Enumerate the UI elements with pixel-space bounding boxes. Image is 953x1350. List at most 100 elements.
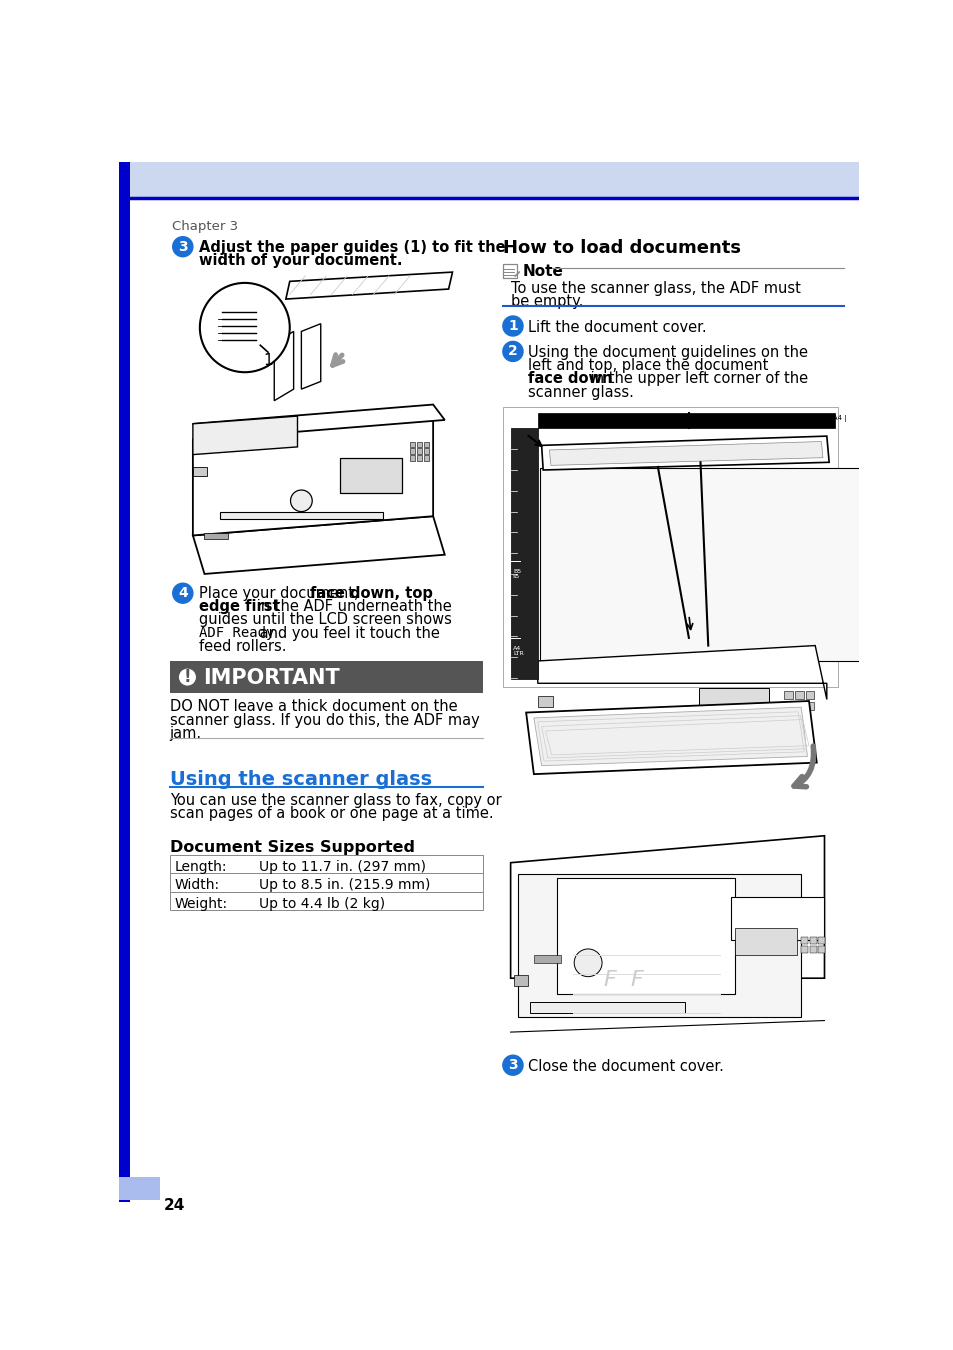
Text: 3: 3 [178, 240, 188, 254]
Bar [510, 428, 537, 679]
Bar [809, 937, 816, 944]
Circle shape [291, 490, 312, 512]
Text: and you feel it touch the: and you feel it touch the [254, 625, 439, 640]
Circle shape [199, 284, 290, 373]
Bar [794, 691, 802, 699]
Text: scanner glass.: scanner glass. [528, 385, 634, 400]
Polygon shape [541, 436, 828, 470]
Text: face down: face down [528, 371, 613, 386]
Polygon shape [274, 331, 294, 401]
Text: Up to 11.7 in. (297 mm): Up to 11.7 in. (297 mm) [258, 860, 425, 873]
Text: jam.: jam. [170, 726, 201, 741]
Text: B5 s3: B5 s3 [773, 414, 793, 421]
Text: |  LTR |  A4 |: | LTR | A4 | [804, 414, 846, 421]
Bar [557, 878, 735, 994]
Text: 1: 1 [508, 319, 517, 333]
Bar [539, 468, 872, 662]
Text: Weight:: Weight: [174, 896, 227, 911]
Bar [537, 413, 834, 428]
Bar [783, 702, 792, 710]
Bar [119, 162, 130, 1202]
Bar [119, 1177, 159, 1200]
Text: be empty.: be empty. [510, 294, 582, 309]
Text: feed rollers.: feed rollers. [199, 639, 286, 653]
Text: in the upper left corner of the: in the upper left corner of the [585, 371, 807, 386]
Bar [204, 533, 228, 539]
Text: You can use the scanner glass to fax, copy or: You can use the scanner glass to fax, co… [170, 794, 500, 809]
Bar [170, 892, 483, 910]
Text: Note: Note [521, 265, 562, 279]
Polygon shape [286, 273, 452, 300]
Polygon shape [549, 441, 822, 466]
Bar [410, 448, 415, 454]
Text: width of your document.: width of your document. [199, 252, 402, 267]
Bar [514, 975, 528, 985]
Bar [416, 441, 422, 447]
Text: scanner glass. If you do this, the ADF may: scanner glass. If you do this, the ADF m… [170, 713, 478, 728]
Text: A4
LTR: A4 LTR [513, 645, 523, 656]
Text: F  F: F F [603, 971, 642, 991]
Bar [801, 946, 807, 953]
Text: 3: 3 [508, 1058, 517, 1072]
Circle shape [172, 583, 193, 603]
Bar [416, 455, 422, 460]
Bar [502, 265, 517, 278]
Text: left and top, place the document: left and top, place the document [528, 358, 768, 374]
Bar [534, 954, 560, 963]
Bar [410, 441, 415, 447]
Text: 24: 24 [163, 1197, 185, 1212]
Circle shape [574, 949, 601, 976]
Polygon shape [193, 516, 444, 574]
Polygon shape [537, 645, 826, 699]
Bar [818, 937, 824, 944]
Polygon shape [301, 324, 320, 389]
Bar [340, 459, 402, 493]
Polygon shape [534, 707, 806, 765]
Circle shape [179, 668, 195, 686]
Text: Chapter 3: Chapter 3 [172, 220, 238, 232]
Text: Using the scanner glass: Using the scanner glass [170, 771, 432, 790]
Bar [423, 448, 429, 454]
Text: ADF Ready: ADF Ready [199, 625, 274, 640]
Text: Up to 4.4 lb (2 kg): Up to 4.4 lb (2 kg) [258, 896, 384, 911]
Text: DO NOT leave a thick document on the: DO NOT leave a thick document on the [170, 699, 456, 714]
Bar [423, 441, 429, 447]
Bar [818, 946, 824, 953]
Bar [193, 467, 207, 477]
Bar [805, 702, 814, 710]
Text: Using the document guidelines on the: Using the document guidelines on the [528, 346, 807, 360]
Bar [170, 873, 483, 892]
Text: B5
s5: B5 s5 [513, 568, 520, 579]
Circle shape [172, 236, 193, 256]
Polygon shape [193, 416, 297, 455]
Circle shape [502, 1056, 522, 1075]
Bar [801, 937, 807, 944]
Polygon shape [510, 836, 823, 979]
Polygon shape [525, 701, 816, 774]
Text: Lift the document cover.: Lift the document cover. [528, 320, 706, 335]
Text: Close the document cover.: Close the document cover. [528, 1058, 723, 1075]
Text: To use the scanner glass, the ADF must: To use the scanner glass, the ADF must [510, 281, 800, 297]
Bar [502, 406, 838, 687]
Text: 2: 2 [508, 344, 517, 358]
Bar [557, 733, 727, 741]
Text: 1: 1 [263, 352, 273, 369]
Bar [170, 855, 483, 873]
Text: How to load documents: How to load documents [502, 239, 740, 256]
Text: scan pages of a book or one page at a time.: scan pages of a book or one page at a ti… [170, 806, 493, 822]
Text: Up to 8.5 in. (215.9 mm): Up to 8.5 in. (215.9 mm) [258, 878, 430, 892]
Text: Adjust the paper guides (1) to fit the: Adjust the paper guides (1) to fit the [199, 240, 505, 255]
Text: !: ! [183, 668, 191, 686]
Bar [783, 691, 792, 699]
Text: Length:: Length: [174, 860, 227, 873]
Text: in the ADF underneath the: in the ADF underneath the [252, 599, 451, 614]
Text: IMPORTANT: IMPORTANT [203, 668, 339, 688]
Polygon shape [193, 405, 444, 439]
Bar [170, 662, 483, 694]
Text: guides until the LCD screen shows: guides until the LCD screen shows [199, 613, 452, 628]
Text: Width:: Width: [174, 878, 219, 892]
Circle shape [502, 316, 522, 336]
Polygon shape [193, 420, 433, 536]
Bar [416, 448, 422, 454]
Text: edge first: edge first [199, 599, 279, 614]
